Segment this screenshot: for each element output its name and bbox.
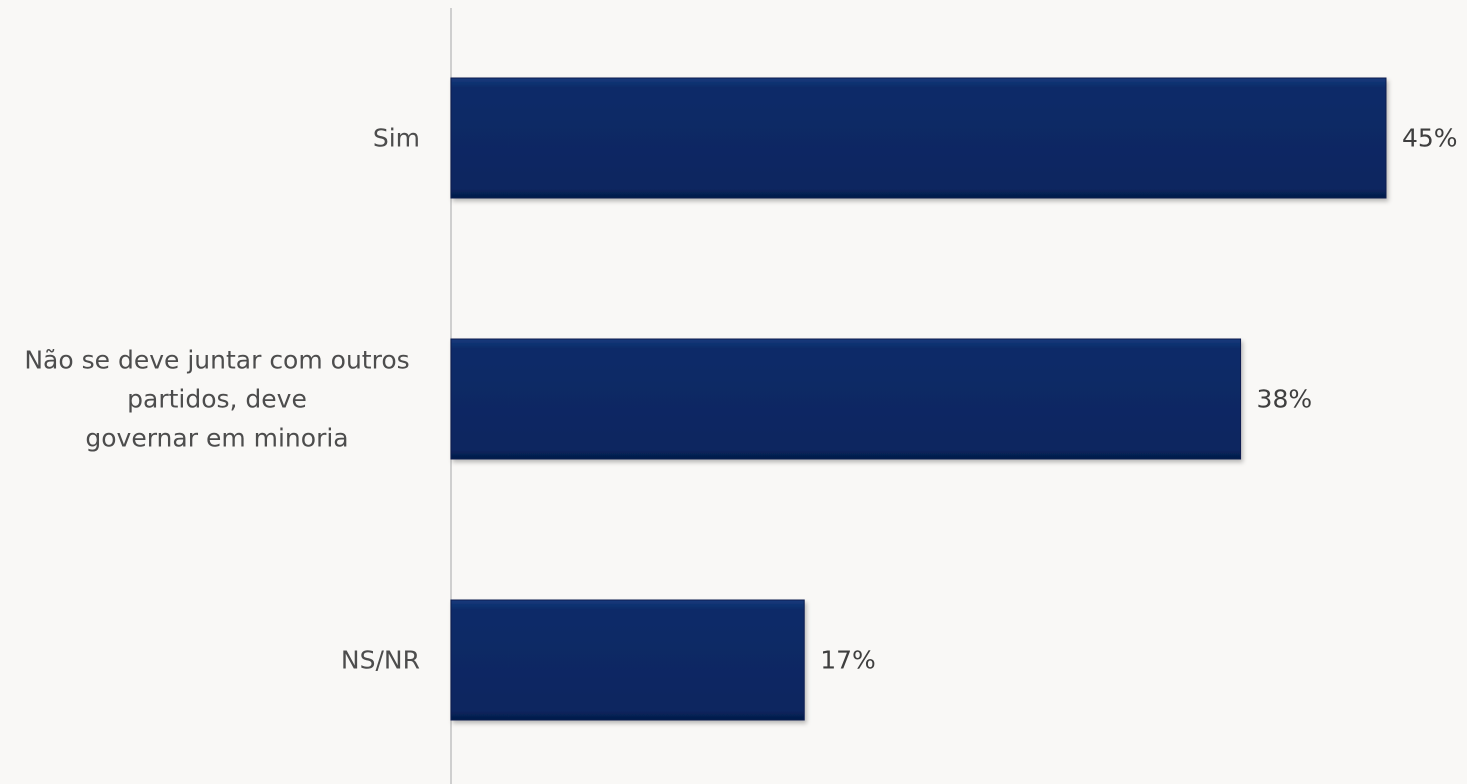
category-label-line: partidos, deve bbox=[127, 385, 307, 414]
bars-layer bbox=[450, 77, 1387, 721]
category-label: Não se deve juntar com outros partidos, d… bbox=[24, 346, 409, 453]
value-label: 38% bbox=[1257, 385, 1313, 414]
category-label-line: Não se deve juntar com outros bbox=[24, 346, 409, 375]
category-label: Sim bbox=[373, 124, 420, 153]
value-label: 17% bbox=[820, 646, 876, 675]
bar bbox=[450, 599, 805, 721]
labels-layer: 45% Sim 38% Não se deve juntar com outros pa… bbox=[24, 124, 1457, 675]
bar bbox=[450, 77, 1387, 199]
category-label: NS/NR bbox=[341, 646, 420, 675]
bar bbox=[450, 338, 1242, 460]
category-label-line: governar em minoria bbox=[85, 424, 348, 453]
value-label: 45% bbox=[1402, 124, 1458, 153]
